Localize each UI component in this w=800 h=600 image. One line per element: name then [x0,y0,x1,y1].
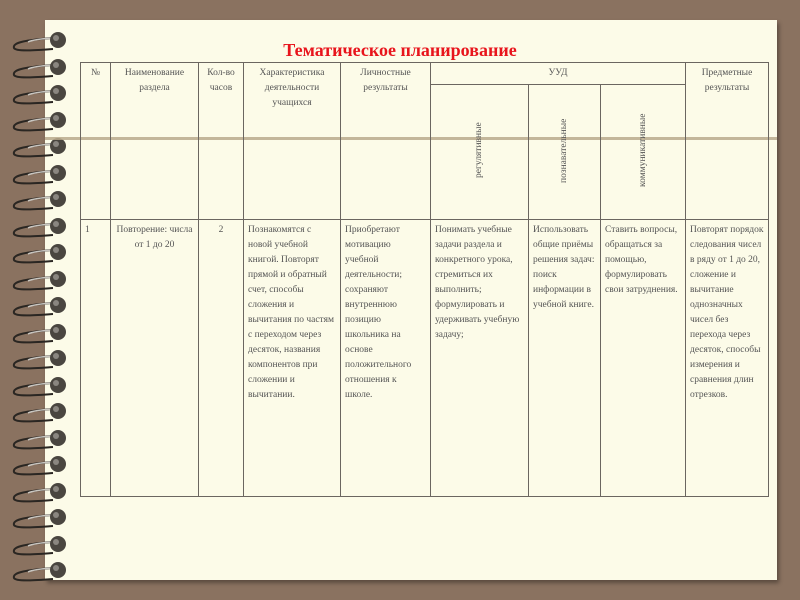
header-subrow: регулятивные познавательные коммуникатив… [81,84,769,220]
header-uud: УУД [430,62,686,85]
spiral-ring-icon [8,560,68,582]
spiral-ring-icon [8,83,68,105]
spiral-ring-icon [8,454,68,476]
cell-regulative: Понимать учебные задачи раздела и конкре… [430,219,529,497]
cell-section: Повторение: числа от 1 до 20 [110,219,199,497]
header-section: Наименование раздела [110,62,199,220]
header-num: № [80,62,111,220]
cell-num: 1 [80,219,111,497]
header-row: № Наименование раздела Кол-во часов Хара… [80,62,769,220]
spiral-ring-icon [8,189,68,211]
header-activity: Характеристика деятельности учащихся [243,62,341,220]
spiral-ring-icon [8,242,68,264]
spiral-ring-icon [8,375,68,397]
header-cognitive: познавательные [559,118,569,183]
spiral-ring-icon [8,216,68,238]
table-row: 1 Повторение: числа от 1 до 20 2 Познако… [80,219,769,497]
cell-personal: Приобретают мотивацию учебной деятельнос… [340,219,431,497]
header-regulative: регулятивные [474,122,484,179]
cell-cognitive: Использовать общие приёмы решения задач:… [528,219,601,497]
header-personal: Личностные результаты [340,62,431,220]
header-communicative: коммуникативные [637,113,648,188]
spiral-ring-icon [8,163,68,185]
page-title: Тематическое планирование [283,40,517,60]
spiral-ring-icon [8,269,68,291]
cell-activity: Познакомятся с новой учебной книгой. Пов… [243,219,341,497]
spiral-ring-icon [8,110,68,132]
planning-table: № Наименование раздела Кол-во часов Хара… [80,62,769,497]
spiral-ring-icon [8,30,68,52]
header-subject: Предметные результаты [685,62,769,220]
cell-communicative: Ставить вопросы, обращаться за помощью, … [600,219,686,497]
spiral-ring-icon [8,136,68,158]
spiral-ring-icon [8,322,68,344]
spiral-ring-icon [8,401,68,423]
spiral-ring-icon [8,348,68,370]
spiral-ring-icon [8,295,68,317]
spiral-ring-icon [8,481,68,503]
spiral-ring-icon [8,428,68,450]
spiral-ring-icon [8,534,68,556]
spiral-ring-icon [8,507,68,529]
cell-hours: 2 [198,219,244,497]
header-hours: Кол-во часов [198,62,244,220]
spiral-ring-icon [8,57,68,79]
cell-subject: Повторят порядок следования чисел в ряду… [685,219,769,497]
